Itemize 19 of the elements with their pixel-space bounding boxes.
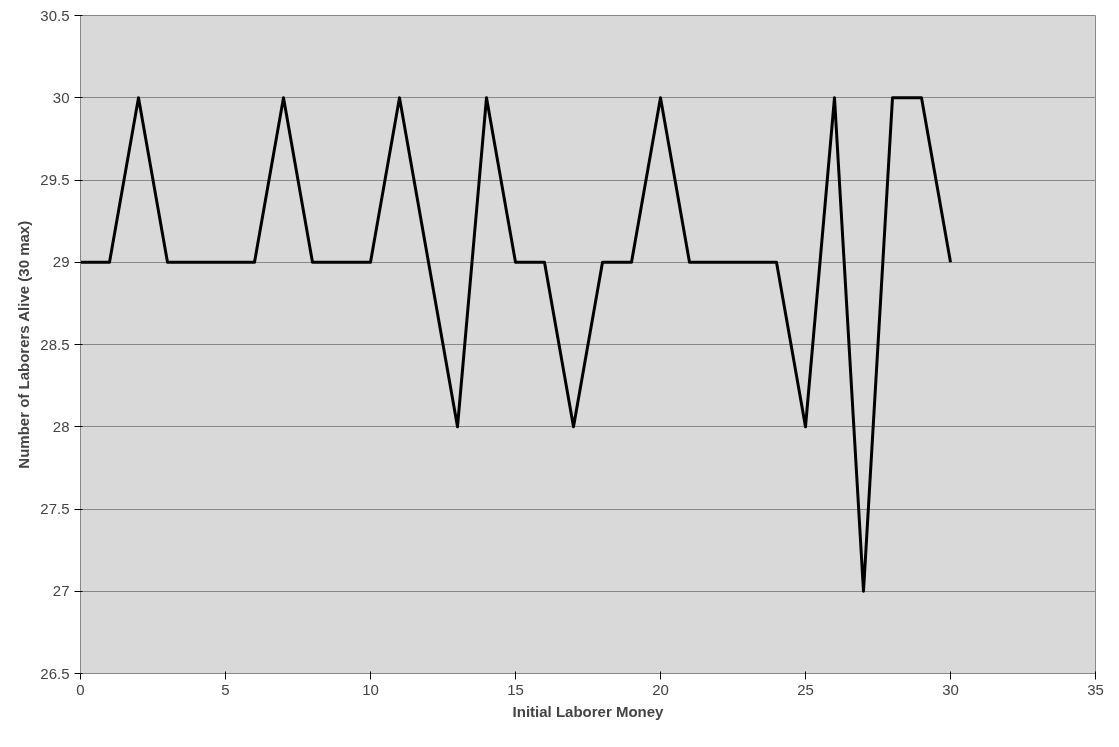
- y-tick-label: 30: [52, 88, 70, 106]
- x-tick-label: 30: [942, 680, 959, 698]
- x-axis-title: Initial Laborer Money: [512, 702, 665, 720]
- x-tick-label: 20: [652, 680, 669, 698]
- y-tick-label: 30.5: [40, 6, 70, 24]
- x-tick-label: 0: [76, 680, 85, 698]
- x-tick-label: 25: [797, 680, 814, 698]
- x-tick-label: 15: [507, 680, 524, 698]
- y-axis-title: Number of Laborers Alive (30 max): [15, 220, 33, 469]
- y-tick-label: 29: [52, 253, 70, 271]
- y-tick-label: 27: [52, 582, 70, 600]
- y-tick-label: 28.5: [40, 335, 70, 353]
- x-tick-label: 35: [1087, 680, 1104, 698]
- y-tick-label: 29.5: [40, 171, 70, 188]
- y-tick-label: 27.5: [40, 500, 70, 517]
- x-tick-label: 5: [221, 680, 230, 698]
- x-tick-label: 10: [362, 680, 379, 698]
- y-tick-label: 26.5: [40, 664, 70, 682]
- y-tick-label: 28: [52, 417, 70, 435]
